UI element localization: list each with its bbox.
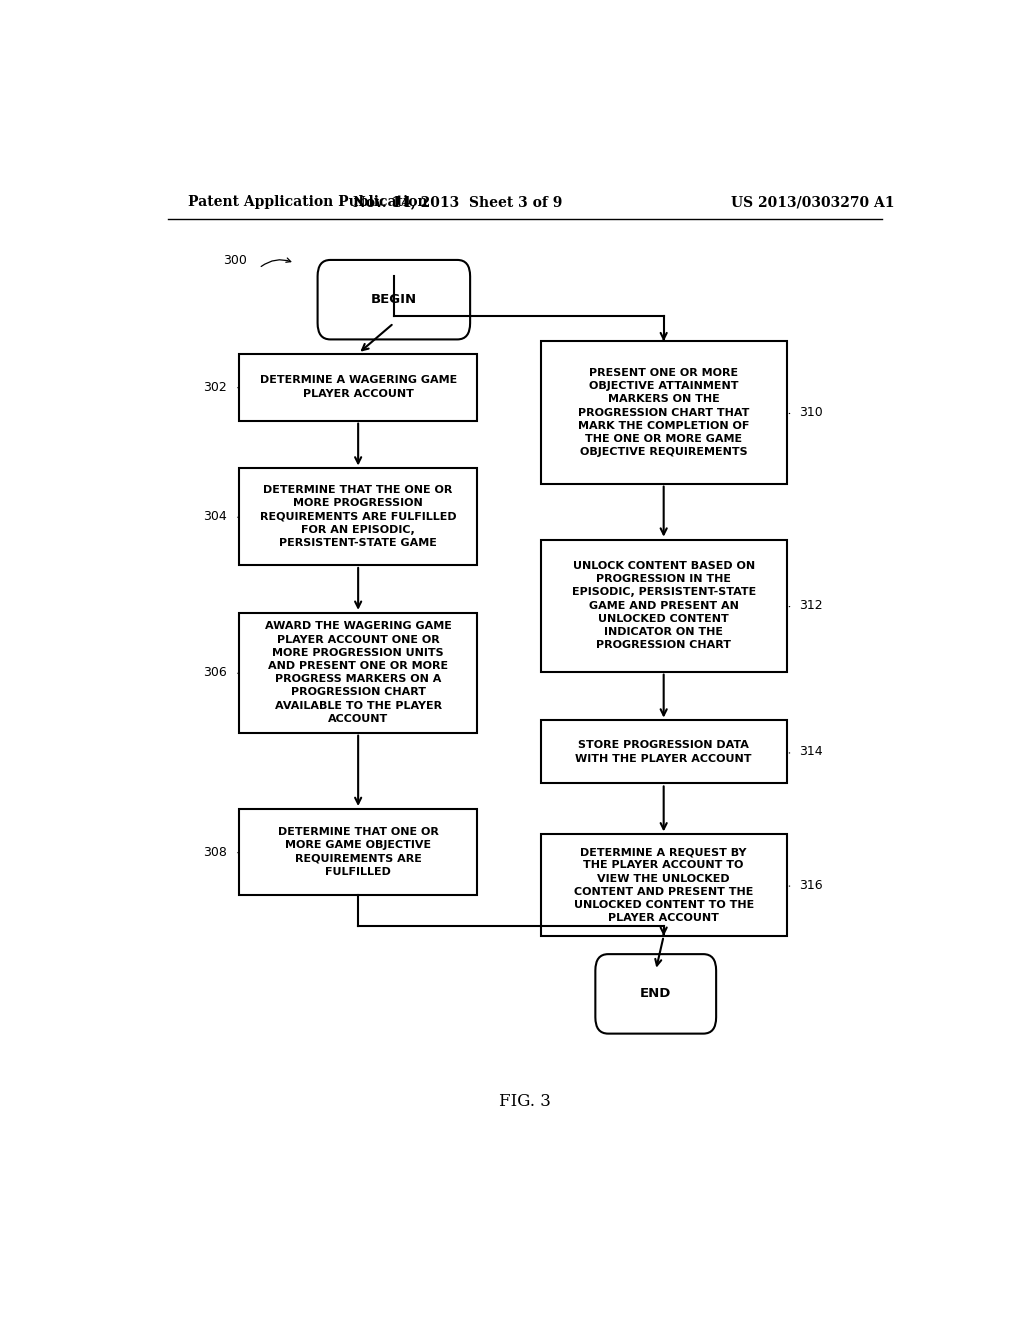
Bar: [541, 540, 786, 672]
Text: 304: 304: [204, 511, 227, 523]
Bar: [541, 721, 786, 784]
Text: 306: 306: [204, 667, 227, 680]
Text: END: END: [640, 987, 672, 1001]
Bar: [240, 469, 477, 565]
Bar: [240, 809, 477, 895]
Text: AWARD THE WAGERING GAME
PLAYER ACCOUNT ONE OR
MORE PROGRESSION UNITS
AND PRESENT: AWARD THE WAGERING GAME PLAYER ACCOUNT O…: [265, 622, 452, 723]
Text: BEGIN: BEGIN: [371, 293, 417, 306]
Text: Nov. 14, 2013  Sheet 3 of 9: Nov. 14, 2013 Sheet 3 of 9: [352, 195, 562, 209]
Text: Patent Application Publication: Patent Application Publication: [187, 195, 427, 209]
Text: 312: 312: [799, 599, 822, 612]
Text: 310: 310: [799, 407, 822, 418]
Text: DETERMINE THAT THE ONE OR
MORE PROGRESSION
REQUIREMENTS ARE FULFILLED
FOR AN EPI: DETERMINE THAT THE ONE OR MORE PROGRESSI…: [260, 486, 457, 548]
Bar: [240, 354, 477, 421]
Bar: [240, 612, 477, 733]
Bar: [541, 342, 786, 483]
Text: UNLOCK CONTENT BASED ON
PROGRESSION IN THE
EPISODIC, PERSISTENT-STATE
GAME AND P: UNLOCK CONTENT BASED ON PROGRESSION IN T…: [571, 561, 756, 651]
Text: DETERMINE THAT ONE OR
MORE GAME OBJECTIVE
REQUIREMENTS ARE
FULFILLED: DETERMINE THAT ONE OR MORE GAME OBJECTIV…: [278, 828, 438, 876]
Text: 314: 314: [799, 746, 822, 759]
Text: DETERMINE A REQUEST BY
THE PLAYER ACCOUNT TO
VIEW THE UNLOCKED
CONTENT AND PRESE: DETERMINE A REQUEST BY THE PLAYER ACCOUN…: [573, 847, 754, 923]
Text: 316: 316: [799, 879, 822, 891]
Text: 308: 308: [204, 846, 227, 858]
Text: US 2013/0303270 A1: US 2013/0303270 A1: [731, 195, 895, 209]
Text: FIG. 3: FIG. 3: [499, 1093, 551, 1110]
FancyBboxPatch shape: [317, 260, 470, 339]
Text: 302: 302: [204, 380, 227, 393]
Text: PRESENT ONE OR MORE
OBJECTIVE ATTAINMENT
MARKERS ON THE
PROGRESSION CHART THAT
M: PRESENT ONE OR MORE OBJECTIVE ATTAINMENT…: [578, 368, 750, 457]
Text: 300: 300: [223, 253, 247, 267]
FancyBboxPatch shape: [595, 954, 716, 1034]
Text: STORE PROGRESSION DATA
WITH THE PLAYER ACCOUNT: STORE PROGRESSION DATA WITH THE PLAYER A…: [575, 741, 752, 763]
Text: DETERMINE A WAGERING GAME
PLAYER ACCOUNT: DETERMINE A WAGERING GAME PLAYER ACCOUNT: [259, 375, 457, 399]
Bar: [541, 834, 786, 936]
